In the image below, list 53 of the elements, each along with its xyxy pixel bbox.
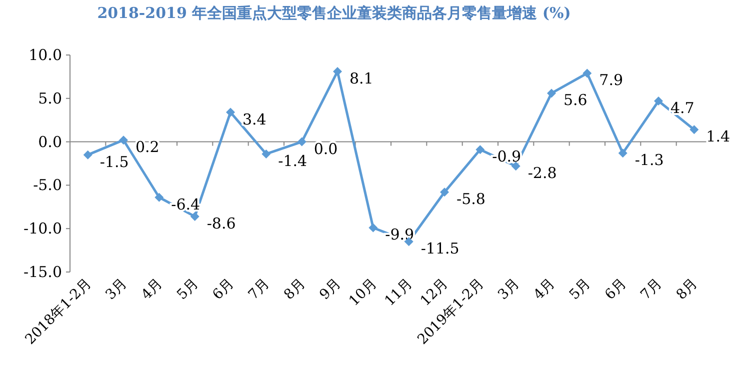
x-tick-label: 10月 <box>346 276 380 310</box>
point <box>226 108 235 117</box>
chart-title: 2018-2019 年全国重点大型零售企业童装类商品各月零售量增速 (%) <box>97 4 571 22</box>
y-tick-label: -10.0 <box>24 220 62 238</box>
x-tick-label: 11月 <box>382 276 416 310</box>
point <box>618 148 628 158</box>
point <box>476 145 485 154</box>
point <box>297 137 306 146</box>
point <box>654 96 663 106</box>
data-label: 5.6 <box>564 91 588 110</box>
point <box>582 68 592 78</box>
data-label: -11.5 <box>420 240 460 258</box>
point <box>154 192 164 202</box>
point <box>190 212 200 221</box>
point <box>333 66 342 76</box>
point <box>119 136 128 145</box>
data-label: 3.4 <box>242 110 266 128</box>
point <box>440 188 449 197</box>
data-label: -1.5 <box>100 152 129 171</box>
point <box>368 223 378 232</box>
data-label: -1.3 <box>634 151 664 170</box>
point <box>690 125 699 134</box>
x-tick-label: 3月 <box>102 276 130 304</box>
data-label: -8.6 <box>206 214 236 232</box>
y-tick-label: 10.0 <box>28 46 62 64</box>
data-label: 8.1 <box>350 69 374 88</box>
x-tick-label: 3月 <box>495 276 523 304</box>
data-label: -1.4 <box>278 152 308 170</box>
x-tick-label: 8月 <box>281 276 309 304</box>
x-tick-label: 4月 <box>138 276 166 304</box>
y-tick-label: 5.0 <box>38 89 62 108</box>
x-tick-label: 8月 <box>673 276 701 304</box>
x-tick-label: 6月 <box>602 276 630 304</box>
x-tick-label: 7月 <box>638 276 666 304</box>
data-label: 0.0 <box>314 140 338 158</box>
data-label: 7.9 <box>599 71 624 90</box>
x-tick-label: 6月 <box>210 276 238 304</box>
data-label: 4.7 <box>670 99 694 118</box>
point <box>547 88 556 98</box>
y-tick-label: -15.0 <box>24 263 62 281</box>
point <box>83 150 92 160</box>
data-label: 1.4 <box>706 128 730 146</box>
y-tick-label: 0.0 <box>38 132 62 151</box>
x-tick-label: 9月 <box>316 276 344 304</box>
x-tick-label: 7月 <box>245 276 273 304</box>
data-label: -2.8 <box>528 164 557 182</box>
data-label: -5.8 <box>456 190 486 208</box>
y-tick-label: -5.0 <box>33 176 62 194</box>
data-label: 0.2 <box>136 138 160 156</box>
point <box>262 149 271 158</box>
x-tick-label: 4月 <box>530 276 558 304</box>
x-tick-label: 5月 <box>566 276 594 304</box>
x-tick-label: 5月 <box>174 276 202 304</box>
